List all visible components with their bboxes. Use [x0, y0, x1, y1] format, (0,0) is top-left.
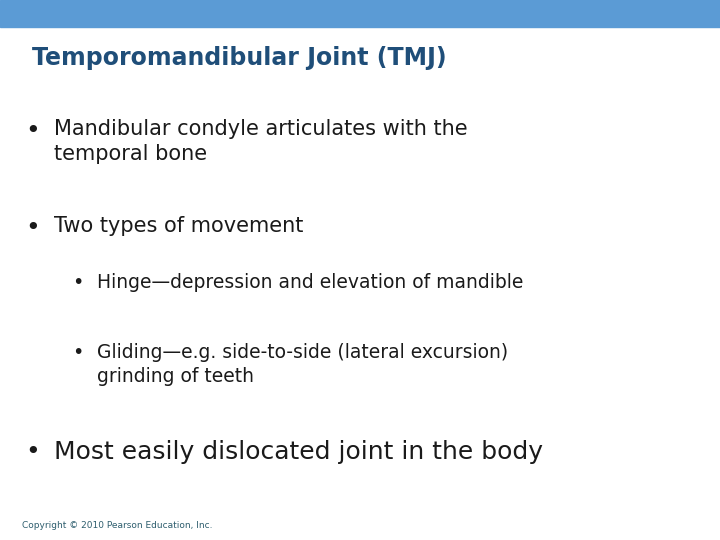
Text: •: •	[72, 273, 84, 292]
Text: Copyright © 2010 Pearson Education, Inc.: Copyright © 2010 Pearson Education, Inc.	[22, 521, 212, 530]
Text: Gliding—e.g. side-to-side (lateral excursion)
grinding of teeth: Gliding—e.g. side-to-side (lateral excur…	[97, 343, 508, 386]
Text: •: •	[25, 119, 40, 143]
Text: Most easily dislocated joint in the body: Most easily dislocated joint in the body	[54, 440, 543, 464]
Text: •: •	[25, 216, 40, 240]
Text: Hinge—depression and elevation of mandible: Hinge—depression and elevation of mandib…	[97, 273, 523, 292]
Text: Mandibular condyle articulates with the
temporal bone: Mandibular condyle articulates with the …	[54, 119, 467, 164]
Text: Two types of movement: Two types of movement	[54, 216, 303, 236]
Text: •: •	[25, 440, 40, 464]
Text: Temporomandibular Joint (TMJ): Temporomandibular Joint (TMJ)	[32, 46, 447, 70]
Text: •: •	[72, 343, 84, 362]
